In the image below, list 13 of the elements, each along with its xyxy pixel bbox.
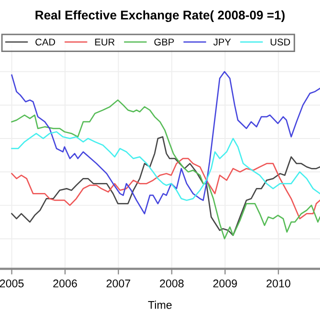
x-tick-label: 2005 [0, 280, 24, 288]
legend-label: EUR [95, 38, 114, 46]
legend-label: CAD [35, 38, 56, 46]
legend-label: JPY [213, 38, 231, 46]
x-tick-label: 2009 [213, 280, 237, 288]
legend-label: USD [270, 38, 290, 46]
x-tick-label: 2008 [160, 280, 184, 288]
legend-label: GBP [154, 38, 174, 46]
x-tick-label: 2010 [266, 280, 290, 288]
x-tick-label: 2007 [106, 280, 130, 288]
x-tick-label: 2006 [53, 280, 77, 288]
chart-title: Real Effective Exchange Rate( 2008-09 =1) [36, 10, 285, 22]
x-axis-title: Time [148, 300, 172, 309]
